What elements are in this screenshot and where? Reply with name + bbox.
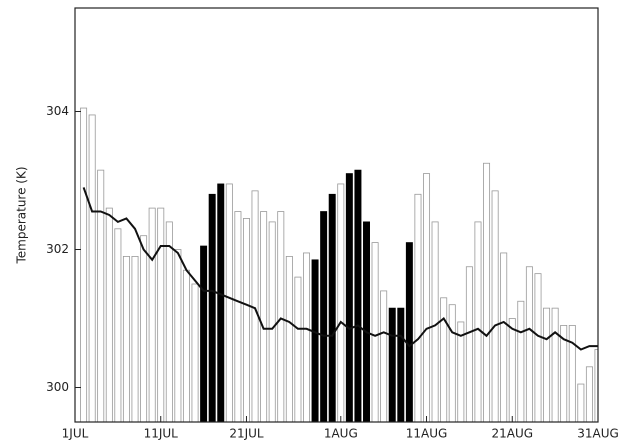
plot-frame: [74, 7, 599, 423]
highlight-bar: [363, 221, 370, 422]
bar: [491, 190, 499, 422]
x-tick-label: 21JUL: [229, 427, 264, 441]
bar: [225, 183, 233, 422]
bar: [114, 228, 122, 422]
highlight-bar: [200, 245, 208, 422]
bar: [88, 114, 96, 422]
highlight-bar: [311, 259, 319, 422]
bar: [131, 255, 139, 422]
bar: [122, 255, 130, 422]
bar: [105, 207, 113, 422]
bar: [551, 307, 559, 422]
bar: [242, 218, 250, 422]
highlight-bar: [354, 169, 362, 422]
bar: [80, 107, 88, 422]
bar: [165, 221, 173, 422]
bar: [148, 207, 156, 422]
bar: [500, 252, 508, 422]
bar: [268, 221, 276, 422]
bar: [577, 383, 585, 422]
y-tick-label: 302: [46, 242, 69, 256]
bar: [277, 211, 285, 422]
x-tick-label: 31AUG: [577, 427, 619, 441]
y-axis-label: Temperature (K): [15, 166, 29, 264]
bar: [97, 169, 105, 422]
bar: [157, 207, 165, 422]
x-tick-label: 11AUG: [406, 427, 448, 441]
bar: [465, 266, 473, 422]
x-tick-label: 11JUL: [144, 427, 179, 441]
bar: [474, 221, 482, 422]
bar: [140, 235, 148, 422]
bar: [448, 304, 456, 422]
bar: [431, 221, 439, 422]
bar: [371, 242, 379, 422]
bar: [594, 349, 598, 422]
bar: [525, 266, 533, 422]
x-tick-label: 1AUG: [324, 427, 358, 441]
bar: [457, 321, 465, 422]
bar: [543, 307, 551, 422]
bar: [191, 283, 199, 422]
bar: [517, 300, 525, 422]
highlight-bar: [320, 211, 328, 422]
y-tick-label: 300: [46, 380, 69, 394]
x-tick-label: 1JUL: [62, 427, 89, 441]
bar: [414, 193, 422, 422]
highlight-bar: [328, 193, 336, 422]
highlight-bar: [345, 173, 353, 422]
bar: [568, 324, 576, 422]
y-tick-label: 304: [46, 104, 69, 118]
bar: [234, 211, 242, 422]
bar: [483, 162, 491, 422]
bar: [182, 269, 190, 422]
mean-line: [82, 187, 598, 351]
plot-area: [80, 107, 598, 422]
bar: [380, 290, 388, 422]
bar: [508, 318, 516, 422]
highlight-bar: [388, 307, 396, 422]
bar: [260, 211, 268, 422]
highlight-bar: [405, 242, 413, 422]
bar: [423, 173, 431, 422]
bar: [303, 252, 310, 422]
highlight-bar: [397, 307, 405, 422]
bar: [174, 249, 182, 422]
highlight-bar: [208, 193, 216, 422]
bar: [285, 255, 293, 422]
x-tick-label: 21AUG: [491, 427, 533, 441]
bar: [585, 366, 593, 422]
bar: [440, 297, 448, 422]
bar: [294, 276, 302, 422]
bar: [534, 273, 542, 422]
highlight-bar: [217, 183, 225, 422]
bar: [337, 183, 345, 422]
